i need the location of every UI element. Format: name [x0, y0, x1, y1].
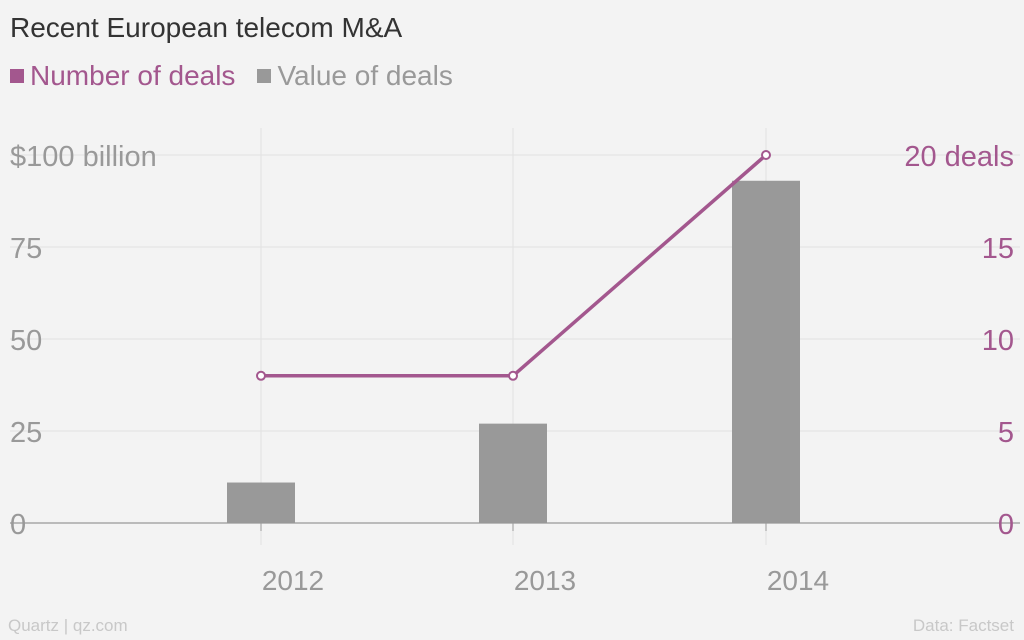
legend-label-value: Value of deals	[277, 60, 453, 91]
bar-value-2013	[479, 423, 547, 523]
y-right-tick-label-4: 20 deals	[904, 141, 1014, 173]
x-tick-label-2013: 2013	[514, 565, 576, 596]
y-left-tick-label-0: 0	[10, 509, 26, 541]
legend: Number of deals Value of deals	[10, 60, 475, 92]
y-right-tick-label-1: 5	[998, 417, 1014, 449]
point-deals-2014	[761, 150, 771, 160]
legend-swatch-value	[257, 69, 272, 83]
point-deals-2012	[256, 370, 266, 381]
y-left-tick-label-1: 25	[10, 417, 42, 449]
y-right-tick-label-3: 15	[982, 233, 1014, 265]
y-left-tick-label-4: $100 billion	[10, 141, 157, 173]
bar-value-2012	[227, 482, 295, 523]
legend-item-number-of-deals: Number of deals	[10, 60, 235, 92]
y-right-tick-label-0: 0	[998, 509, 1014, 541]
legend-item-value-of-deals: Value of deals	[257, 60, 453, 92]
footer-source-right: Data: Factset	[912, 616, 1014, 635]
legend-swatch-number	[10, 69, 24, 83]
bar-value-2014	[732, 180, 800, 523]
legend-label-number: Number of deals	[30, 60, 236, 91]
x-tick-label-2014: 2014	[767, 565, 829, 596]
chart-title: Recent European telecom M&A	[10, 12, 403, 43]
point-deals-2013	[508, 370, 518, 381]
y-right-tick-label-2: 10	[982, 325, 1014, 357]
footer-source-left: Quartz | qz.com	[8, 616, 128, 635]
x-tick-label-2012: 2012	[262, 565, 324, 596]
y-left-tick-label-3: 75	[10, 233, 42, 265]
y-left-tick-label-2: 50	[10, 325, 42, 357]
